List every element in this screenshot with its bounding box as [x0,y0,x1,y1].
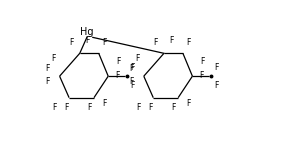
Text: F: F [171,103,176,112]
Text: F: F [46,77,50,86]
Text: F: F [116,57,121,66]
Text: F: F [52,103,57,112]
Text: F: F [186,99,191,108]
Text: F: F [69,38,73,47]
Text: F: F [85,36,90,45]
Text: F: F [170,36,174,45]
Text: F: F [130,77,134,86]
Text: F: F [87,103,91,112]
Text: F: F [187,38,191,47]
Text: F: F [103,38,107,47]
Text: F: F [116,71,120,80]
Text: F: F [215,63,219,72]
Text: F: F [51,54,56,63]
Text: F: F [200,57,204,66]
Text: F: F [136,103,141,112]
Text: F: F [129,64,134,73]
Text: F: F [130,81,135,90]
Text: F: F [149,103,153,112]
Text: F: F [130,63,135,72]
Text: Hg: Hg [80,27,94,37]
Text: F: F [102,99,106,108]
Text: F: F [200,71,204,80]
Text: F: F [153,38,157,47]
Text: F: F [215,81,219,90]
Text: F: F [136,54,140,63]
Text: F: F [45,64,50,73]
Text: F: F [65,103,69,112]
